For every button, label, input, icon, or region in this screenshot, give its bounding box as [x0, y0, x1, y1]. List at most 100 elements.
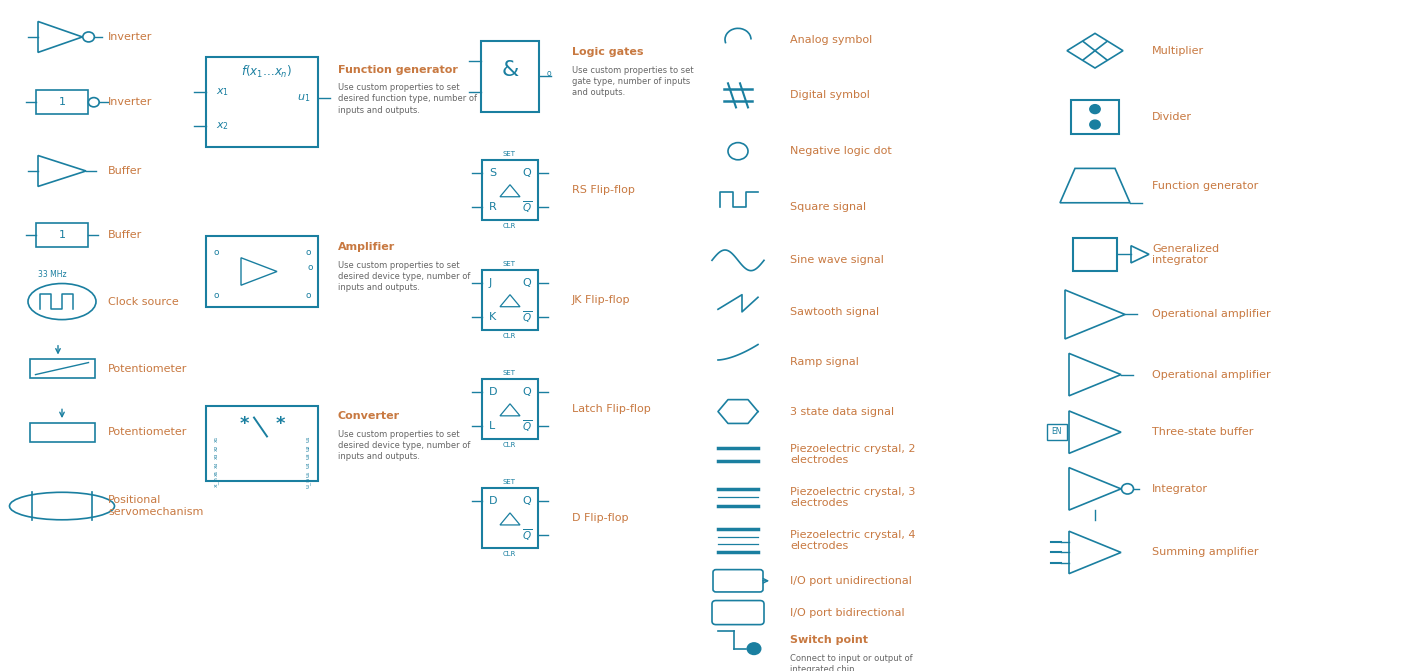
Text: 1: 1: [58, 97, 65, 107]
Text: CLR: CLR: [502, 223, 516, 229]
Text: x₂: x₂: [213, 444, 219, 451]
Text: S: S: [489, 168, 496, 178]
Text: Digital symbol: Digital symbol: [790, 91, 870, 101]
Text: Operational amplifier: Operational amplifier: [1152, 309, 1270, 319]
Text: Integrator: Integrator: [1152, 484, 1208, 494]
Text: u₂: u₂: [305, 444, 311, 451]
Text: Ramp signal: Ramp signal: [790, 357, 859, 367]
Text: o: o: [547, 68, 551, 78]
Text: Latch Flip-flop: Latch Flip-flop: [572, 404, 651, 414]
Text: Summing amplifier: Summing amplifier: [1152, 548, 1259, 558]
Text: Piezoelectric crystal, 4
electrodes: Piezoelectric crystal, 4 electrodes: [790, 529, 916, 551]
Text: Potentiometer: Potentiometer: [107, 364, 188, 374]
Circle shape: [1089, 120, 1101, 129]
Text: CLR: CLR: [502, 442, 516, 448]
Text: Logic gates: Logic gates: [572, 48, 643, 58]
Text: Potentiometer: Potentiometer: [107, 427, 188, 437]
Text: Switch point: Switch point: [790, 635, 868, 645]
Text: Generalized
integrator: Generalized integrator: [1152, 244, 1219, 265]
Text: 3 state data signal: 3 state data signal: [790, 407, 894, 417]
Text: x₅: x₅: [213, 470, 219, 476]
Text: Analog symbol: Analog symbol: [790, 34, 872, 44]
Text: CLR: CLR: [502, 551, 516, 557]
Text: D: D: [489, 386, 497, 397]
Text: x₄: x₄: [213, 462, 219, 468]
Text: x₁: x₁: [213, 436, 219, 442]
Text: $\overline{Q}$: $\overline{Q}$: [521, 199, 533, 215]
Text: SET: SET: [503, 370, 516, 376]
Text: o: o: [305, 291, 311, 300]
Text: o: o: [213, 291, 219, 300]
Text: x_n: x_n: [213, 476, 219, 487]
Text: Use custom properties to set
desired device type, number of
inputs and outputs.: Use custom properties to set desired dev…: [338, 429, 471, 461]
Text: Sawtooth signal: Sawtooth signal: [790, 307, 879, 317]
Text: u₁: u₁: [305, 435, 311, 442]
Text: Use custom properties to set
desired function type, number of
inputs and outputs: Use custom properties to set desired fun…: [338, 83, 478, 115]
Text: Q: Q: [523, 168, 531, 178]
Text: o: o: [305, 248, 311, 257]
Text: Clock source: Clock source: [107, 297, 179, 307]
Text: o: o: [213, 248, 219, 257]
Text: u₃: u₃: [305, 453, 311, 460]
Text: $u_1$: $u_1$: [297, 92, 309, 104]
Text: L: L: [489, 421, 495, 431]
Text: Negative logic dot: Negative logic dot: [790, 146, 892, 156]
Text: SET: SET: [503, 151, 516, 157]
Text: $x_1$: $x_1$: [216, 86, 229, 98]
Text: Amplifier: Amplifier: [338, 242, 396, 252]
Text: Function generator: Function generator: [1152, 180, 1258, 191]
Circle shape: [747, 643, 760, 654]
Text: Converter: Converter: [338, 411, 400, 421]
Text: 33 MHz: 33 MHz: [38, 270, 66, 278]
Text: EN: EN: [1051, 427, 1063, 436]
Text: Positional
servomechanism: Positional servomechanism: [107, 495, 203, 517]
Text: D: D: [489, 496, 497, 506]
Text: $\overline{Q}$: $\overline{Q}$: [521, 527, 533, 543]
Text: Square signal: Square signal: [790, 202, 866, 212]
Text: Q: Q: [523, 496, 531, 506]
Text: Q: Q: [523, 386, 531, 397]
Text: $x_2$: $x_2$: [216, 120, 229, 132]
Text: Three-state buffer: Three-state buffer: [1152, 427, 1253, 437]
Text: Buffer: Buffer: [107, 166, 143, 176]
Text: RS Flip-flop: RS Flip-flop: [572, 185, 634, 195]
Text: Operational amplifier: Operational amplifier: [1152, 370, 1270, 380]
Text: CLR: CLR: [502, 333, 516, 339]
Text: $\overline{Q}$: $\overline{Q}$: [521, 309, 533, 325]
Text: x₃: x₃: [213, 453, 219, 460]
Text: u₄: u₄: [305, 462, 311, 468]
Text: SET: SET: [503, 479, 516, 485]
Text: Divider: Divider: [1152, 112, 1193, 122]
Text: Use custom properties to set
desired device type, number of
inputs and outputs.: Use custom properties to set desired dev…: [338, 261, 471, 293]
Text: Q: Q: [523, 278, 531, 288]
Text: K: K: [489, 312, 496, 322]
Text: Piezoelectric crystal, 2
electrodes: Piezoelectric crystal, 2 electrodes: [790, 444, 916, 465]
Circle shape: [1089, 105, 1101, 113]
Text: JK Flip-flop: JK Flip-flop: [572, 295, 630, 305]
Text: Connect to input or output of
integrated chip.: Connect to input or output of integrated…: [790, 654, 913, 671]
Text: D Flip-flop: D Flip-flop: [572, 513, 629, 523]
FancyBboxPatch shape: [1047, 425, 1067, 440]
Text: Buffer: Buffer: [107, 229, 143, 240]
Text: $f(x_1{\ldots}x_n)$: $f(x_1{\ldots}x_n)$: [242, 64, 292, 81]
Text: I/O port bidirectional: I/O port bidirectional: [790, 607, 904, 617]
Text: *: *: [239, 415, 249, 433]
Text: 1: 1: [58, 229, 65, 240]
Text: Sine wave signal: Sine wave signal: [790, 256, 885, 265]
Text: o: o: [307, 263, 312, 272]
Text: u₅: u₅: [305, 470, 311, 476]
Text: u_n: u_n: [305, 476, 311, 488]
Text: &: &: [502, 60, 519, 80]
Text: J: J: [489, 278, 492, 288]
Text: R: R: [489, 202, 497, 212]
Text: Use custom properties to set
gate type, number of inputs
and outputs.: Use custom properties to set gate type, …: [572, 66, 694, 97]
Text: I/O port unidirectional: I/O port unidirectional: [790, 576, 911, 586]
Text: Inverter: Inverter: [107, 97, 153, 107]
Text: Inverter: Inverter: [107, 32, 153, 42]
Text: *: *: [276, 415, 285, 433]
Text: Piezoelectric crystal, 3
electrodes: Piezoelectric crystal, 3 electrodes: [790, 486, 916, 508]
Text: Multiplier: Multiplier: [1152, 46, 1204, 56]
Text: $\overline{Q}$: $\overline{Q}$: [521, 418, 533, 434]
Text: Function generator: Function generator: [338, 64, 458, 74]
Text: SET: SET: [503, 261, 516, 267]
